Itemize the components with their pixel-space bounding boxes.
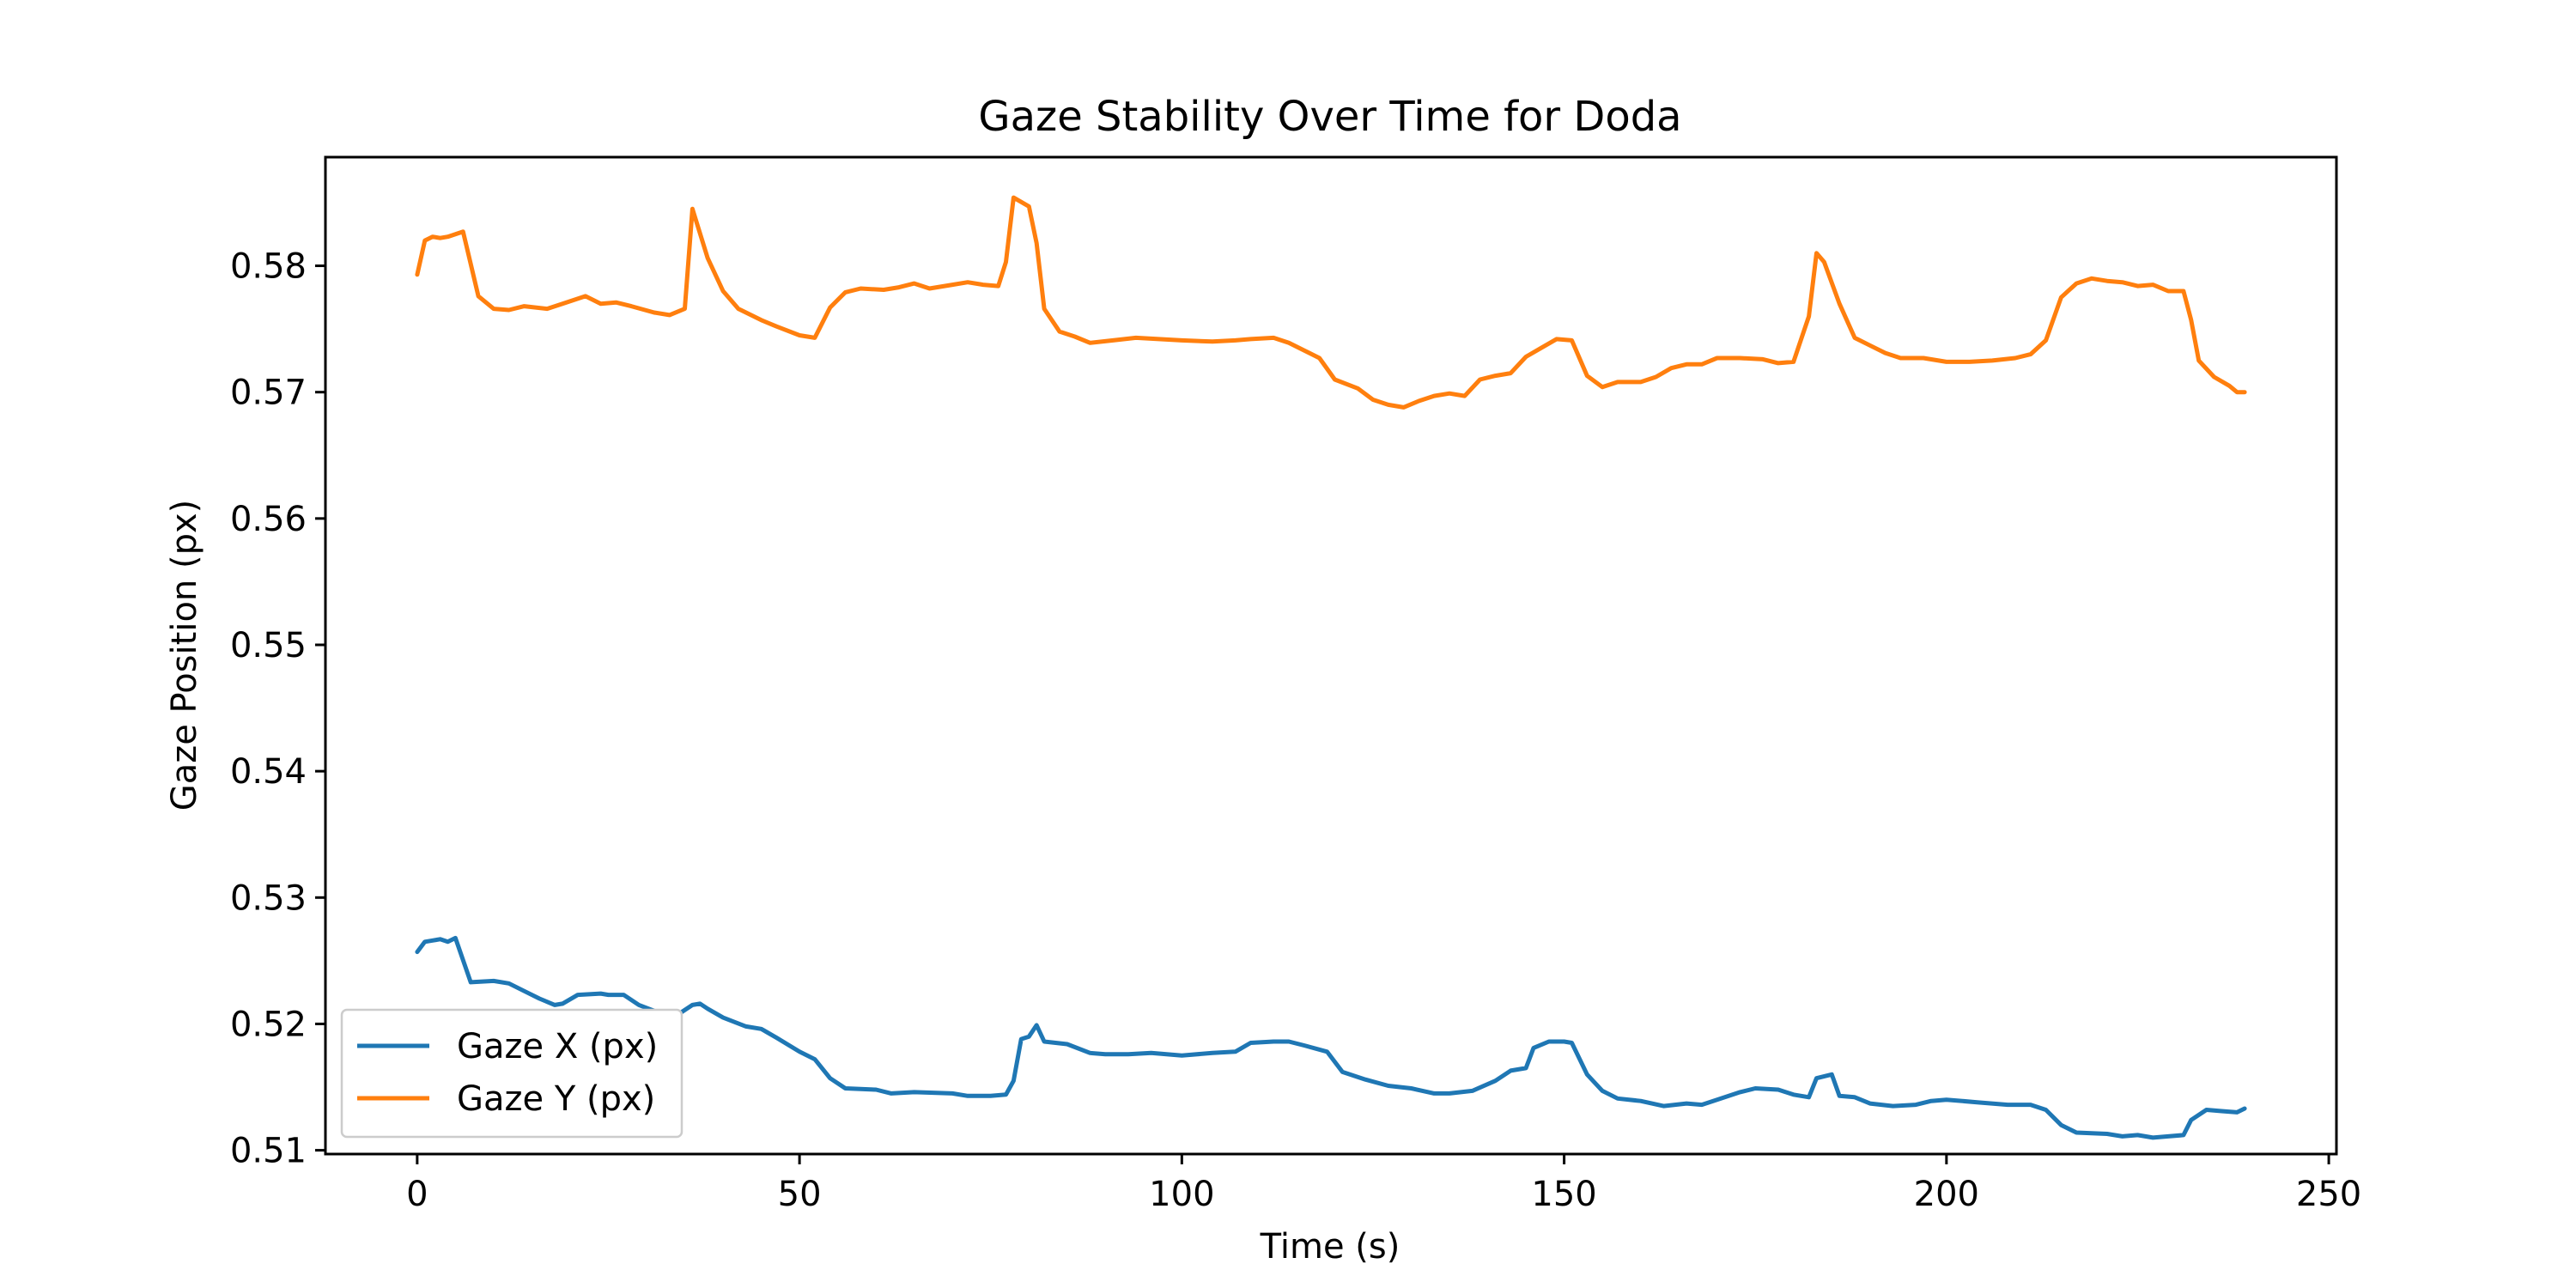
y-axis-label: Gaze Position (px) — [165, 500, 204, 811]
x-axis-ticks: 0 50 100 150 200 250 — [406, 1154, 2361, 1214]
gaze-y-line — [415, 195, 2247, 410]
x-tick-label: 0 — [406, 1175, 428, 1214]
legend-label-gaze-x: Gaze X (px) — [457, 1027, 658, 1066]
chart-title: Gaze Stability Over Time for Doda — [978, 93, 1681, 141]
x-tick-label: 100 — [1149, 1175, 1214, 1214]
x-tick-label: 150 — [1531, 1175, 1596, 1214]
y-tick-label: 0.54 — [230, 752, 307, 792]
y-tick-label: 0.51 — [230, 1132, 307, 1171]
plot-frame — [324, 155, 2338, 1156]
y-tick-label: 0.57 — [230, 374, 307, 413]
legend: Gaze X (px) Gaze Y (px) — [340, 1008, 683, 1139]
y-tick-label: 0.52 — [230, 1005, 307, 1044]
legend-box — [340, 1008, 683, 1139]
y-tick-label: 0.55 — [230, 626, 307, 665]
y-tick-label: 0.58 — [230, 247, 307, 287]
x-tick-label: 200 — [1914, 1175, 1979, 1214]
y-tick-label: 0.56 — [230, 500, 307, 539]
x-tick-label: 50 — [778, 1175, 822, 1214]
legend-label-gaze-y: Gaze Y (px) — [457, 1079, 655, 1119]
x-tick-label: 250 — [2296, 1175, 2361, 1214]
y-tick-label: 0.53 — [230, 878, 307, 918]
y-axis-ticks: 0.51 0.52 0.53 0.54 0.55 0.56 0.57 0.58 — [230, 247, 325, 1171]
x-axis-label: Time (s) — [1260, 1227, 1400, 1267]
plot-area-background — [325, 157, 2336, 1154]
